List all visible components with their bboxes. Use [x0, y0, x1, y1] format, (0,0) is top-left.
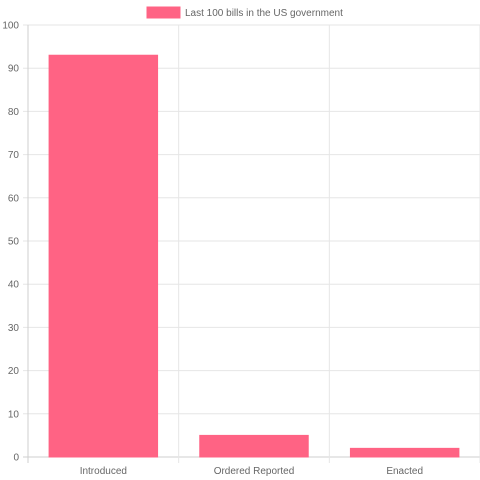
legend-label[interactable]: Last 100 bills in the US government	[185, 8, 343, 19]
bar-enacted[interactable]	[349, 447, 460, 458]
y-axis-ticks: 0 10 20 30 40 50 60 70 80 90 100	[2, 21, 19, 464]
y-tick-label: 70	[8, 150, 20, 161]
bars	[48, 54, 460, 458]
y-tick-label: 40	[8, 280, 20, 291]
legend[interactable]: Last 100 bills in the US government	[146, 6, 343, 19]
y-tick-label: 100	[2, 21, 19, 32]
y-tick-label: 50	[8, 237, 20, 248]
x-tick-label: Introduced	[80, 466, 127, 477]
x-tick-label: Ordered Reported	[214, 466, 295, 477]
y-tick-label: 20	[8, 366, 20, 377]
y-tick-label: 60	[8, 193, 20, 204]
bar-ordered-reported[interactable]	[199, 434, 309, 458]
x-tick-label: Enacted	[386, 466, 423, 477]
bar-introduced[interactable]	[48, 54, 159, 458]
y-tick-label: 90	[8, 64, 20, 75]
y-tick-label: 0	[13, 453, 19, 464]
legend-swatch[interactable]	[146, 6, 181, 19]
x-axis-ticks: Introduced Ordered Reported Enacted	[80, 466, 423, 477]
y-tick-label: 80	[8, 107, 20, 118]
y-tick-label: 30	[8, 323, 20, 334]
y-tick-label: 10	[8, 409, 20, 420]
